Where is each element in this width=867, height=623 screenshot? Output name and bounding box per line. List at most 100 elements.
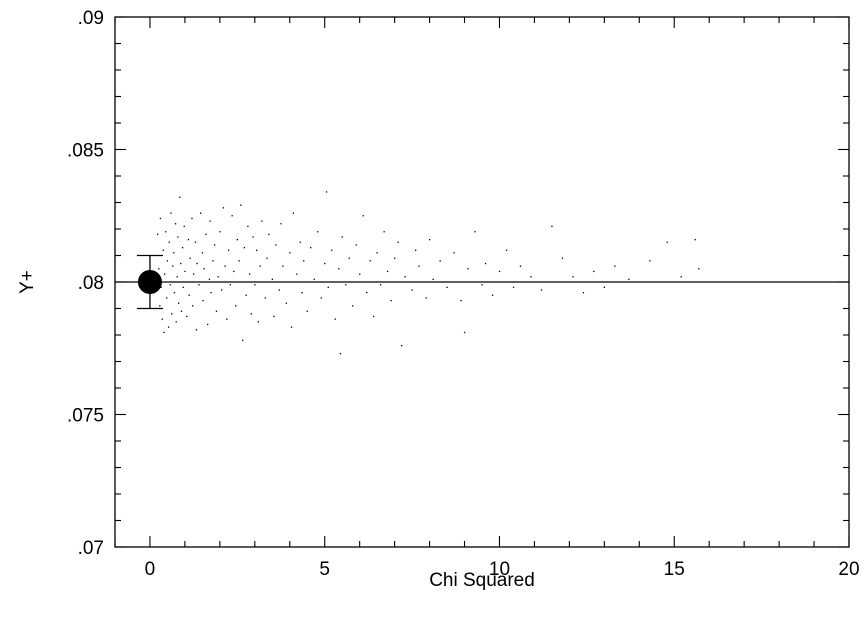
- scatter-point: [484, 262, 487, 265]
- scatter-point: [196, 262, 198, 265]
- scatter-point: [228, 249, 230, 251]
- scatter-point: [224, 265, 226, 267]
- scatter-point: [207, 323, 209, 326]
- scatter-point: [411, 289, 413, 291]
- scatter-point: [582, 292, 585, 294]
- scatter-point: [561, 257, 564, 259]
- scatter-point: [313, 278, 315, 280]
- scatter-point: [181, 247, 184, 249]
- scatter-point: [285, 302, 287, 304]
- scatter-point: [345, 284, 347, 286]
- scatter-point: [192, 305, 194, 307]
- scatter-point: [222, 207, 225, 209]
- scatter-point: [212, 260, 214, 262]
- scatter-point: [271, 278, 273, 280]
- scatter-point: [198, 284, 200, 286]
- scatter-point: [373, 315, 375, 318]
- scatter-point: [317, 231, 319, 233]
- scatter-point: [418, 265, 420, 267]
- scatter-point: [383, 231, 385, 233]
- scatter-point: [209, 220, 211, 222]
- scatter-point: [446, 286, 448, 288]
- ticks: [114, 16, 850, 548]
- scatter-point: [158, 268, 160, 270]
- scatter-point: [512, 286, 515, 288]
- scatter-point: [519, 265, 522, 267]
- scatter-point: [397, 241, 399, 243]
- scatter-point: [179, 196, 181, 198]
- scatter-point: [208, 278, 211, 280]
- scatter-point: [603, 286, 605, 288]
- scatter-point: [193, 273, 195, 275]
- scatter-point: [240, 204, 242, 206]
- scatter-point: [331, 249, 333, 251]
- scatter-point: [289, 252, 291, 254]
- scatter-point: [390, 300, 392, 302]
- scatter-point: [404, 276, 406, 278]
- x-tick-label: 10: [489, 559, 510, 580]
- scatter-point: [325, 191, 328, 193]
- scatter-point: [439, 260, 441, 262]
- scatter-point: [165, 231, 167, 233]
- scatter-point: [338, 268, 340, 270]
- scatter-point: [339, 353, 342, 355]
- scatter-point: [252, 236, 254, 238]
- scatter-point: [355, 244, 357, 246]
- scatter-point: [186, 315, 188, 318]
- scatter-point: [290, 326, 293, 328]
- scatter-point: [460, 300, 462, 302]
- scatter-points: [157, 191, 700, 355]
- scatter-point: [481, 284, 483, 286]
- scatter-point: [614, 265, 616, 267]
- scatter-point: [188, 294, 190, 296]
- scatter-point: [394, 257, 396, 259]
- scatter-point: [187, 239, 190, 241]
- scatter-point: [320, 297, 322, 299]
- scatter-point: [243, 247, 245, 249]
- scatter-point: [170, 212, 172, 214]
- scatter-point: [498, 270, 501, 273]
- scatter-point: [182, 286, 184, 288]
- y-tick-label: .08: [78, 273, 104, 294]
- scatter-point: [184, 270, 186, 273]
- scatter-point: [200, 212, 202, 214]
- scatter-point: [491, 294, 494, 296]
- scatter-point: [171, 313, 173, 315]
- scatter-point: [266, 257, 268, 259]
- scatter-point: [235, 305, 237, 307]
- scatter-point: [301, 292, 303, 294]
- highlight-point-marker: [137, 270, 162, 294]
- scatter-point: [160, 286, 162, 288]
- scatter-point: [306, 310, 308, 312]
- scatter-point: [231, 215, 233, 217]
- scatter-point: [210, 292, 212, 294]
- scatter-point: [362, 215, 364, 217]
- scatter-point: [348, 257, 350, 259]
- scatter-point: [242, 339, 244, 341]
- scatter-point: [275, 244, 277, 246]
- scatter-point: [264, 297, 266, 299]
- x-axis-label: Chi Squared: [429, 570, 535, 591]
- scatter-point: [175, 321, 177, 323]
- scatter-point: [628, 278, 630, 280]
- scatter-point: [195, 329, 198, 331]
- scatter-point: [282, 265, 284, 267]
- tick-labels: 0 5 10 15 20 .07 .075 .08 .085 .09: [67, 8, 860, 580]
- scatter-point: [177, 236, 179, 238]
- scatter-point: [178, 302, 180, 304]
- scatter-point: [168, 241, 170, 243]
- scatter-point: [163, 331, 165, 334]
- scatter-point: [169, 284, 171, 286]
- scatter-point: [233, 270, 235, 273]
- scatter-point: [268, 233, 270, 235]
- scatter-point: [310, 247, 312, 249]
- scatter-point: [180, 310, 183, 312]
- x-tick-label: 20: [838, 559, 859, 580]
- scatter-point: [369, 260, 371, 262]
- scatter-point: [215, 310, 218, 312]
- scatter-point: [292, 212, 294, 214]
- scatter-point: [415, 249, 417, 251]
- scatter-point: [327, 286, 329, 288]
- scatter-point: [530, 276, 532, 278]
